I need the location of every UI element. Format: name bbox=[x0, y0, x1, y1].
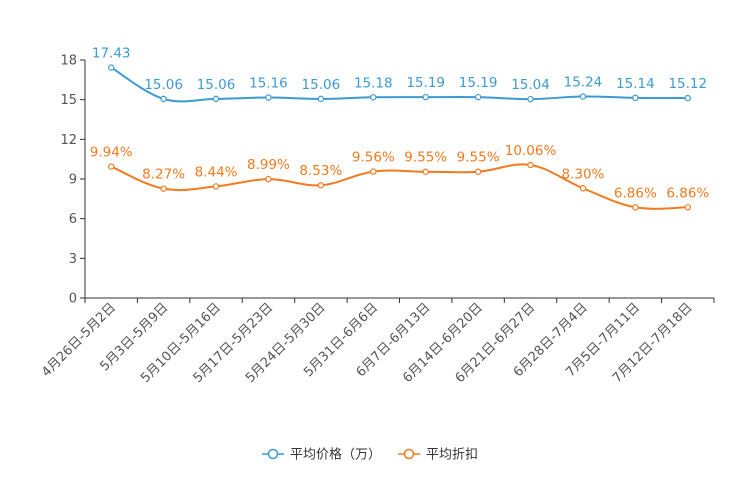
data-point bbox=[370, 94, 377, 101]
data-point bbox=[160, 95, 167, 103]
data-label: 8.30% bbox=[562, 166, 605, 182]
legend-label: 平均折扣 bbox=[426, 448, 478, 463]
y-tick-label: 0 bbox=[69, 292, 77, 307]
data-label: 15.06 bbox=[302, 77, 341, 93]
data-point bbox=[370, 168, 377, 175]
data-point bbox=[265, 94, 272, 101]
series-line bbox=[110, 163, 688, 210]
data-label: 15.04 bbox=[511, 77, 550, 93]
data-point bbox=[527, 95, 534, 103]
legend-item: 平均价格（万） bbox=[262, 447, 381, 463]
data-point bbox=[212, 95, 220, 103]
data-point bbox=[527, 161, 534, 169]
data-point bbox=[160, 185, 167, 192]
series-avg-price: 17.43 15.06 15.06 15.16 15.06 15.18 15.19 15.19… bbox=[92, 46, 707, 103]
data-point bbox=[422, 93, 429, 101]
data-label: 9.56% bbox=[352, 150, 395, 166]
data-label: 8.44% bbox=[195, 164, 238, 180]
y-tick-label: 15 bbox=[60, 93, 77, 108]
data-point bbox=[108, 163, 115, 170]
data-label: 15.19 bbox=[459, 75, 498, 91]
data-label: 9.94% bbox=[90, 145, 133, 161]
data-label: 15.19 bbox=[406, 75, 445, 91]
data-label: 8.27% bbox=[142, 167, 185, 183]
data-point bbox=[632, 94, 639, 102]
data-point bbox=[684, 204, 691, 211]
legend: 平均价格（万） 平均折扣 bbox=[262, 447, 478, 463]
data-label: 6.86% bbox=[614, 185, 657, 201]
data-point bbox=[474, 168, 482, 175]
data-point bbox=[108, 64, 115, 71]
data-label: 15.06 bbox=[144, 77, 183, 93]
data-label: 15.12 bbox=[668, 76, 707, 92]
data-label: 15.24 bbox=[564, 74, 603, 90]
data-label: 10.06% bbox=[505, 143, 557, 159]
data-label: 9.55% bbox=[404, 150, 447, 166]
data-point bbox=[579, 185, 587, 192]
data-point bbox=[317, 95, 325, 103]
legend-item: 平均折扣 bbox=[398, 448, 478, 463]
legend-marker bbox=[267, 448, 279, 460]
series-avg-discount: 9.94% 8.27% 8.44% 8.99% 8.53% 9.56% 9.55% 9.55%… bbox=[90, 143, 709, 211]
data-label: 15.16 bbox=[249, 76, 288, 92]
y-tick-label: 18 bbox=[60, 54, 77, 69]
legend-marker bbox=[403, 448, 415, 460]
data-label: 9.55% bbox=[457, 150, 500, 166]
data-label: 8.53% bbox=[299, 163, 342, 179]
y-tick-label: 12 bbox=[60, 133, 77, 148]
data-point bbox=[265, 175, 272, 183]
data-label: 8.99% bbox=[247, 157, 290, 173]
data-label: 15.18 bbox=[354, 75, 393, 91]
data-point bbox=[632, 204, 639, 211]
data-point bbox=[212, 183, 220, 190]
data-point bbox=[684, 94, 691, 102]
data-label: 15.14 bbox=[616, 76, 655, 92]
series-line bbox=[110, 66, 688, 103]
y-tick-label: 9 bbox=[69, 173, 77, 188]
y-tick-label: 3 bbox=[69, 252, 77, 267]
data-label: 6.86% bbox=[666, 185, 709, 201]
data-point bbox=[579, 93, 587, 100]
data-point bbox=[317, 182, 325, 189]
y-tick-label: 6 bbox=[69, 212, 77, 227]
data-label: 15.06 bbox=[197, 77, 236, 93]
data-label: 17.43 bbox=[92, 46, 131, 62]
data-point bbox=[422, 168, 429, 175]
legend-label: 平均价格（万） bbox=[290, 447, 381, 463]
data-point bbox=[474, 93, 482, 101]
